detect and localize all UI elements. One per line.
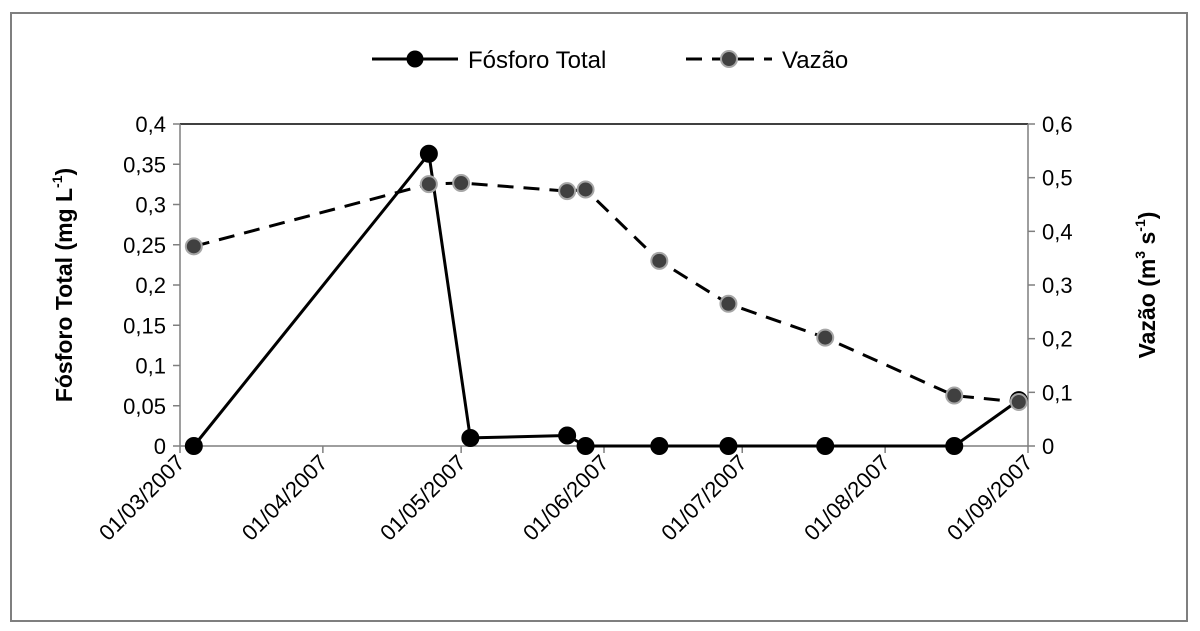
y2-tick-label: 0,5 [1042, 166, 1073, 191]
x-tick-label: 01/06/2007 [518, 450, 614, 546]
x-axis-ticks: 01/03/2007 01/04/2007 01/05/2007 01/06/2007… [94, 446, 1038, 545]
y-tick-label: 0,05 [123, 394, 166, 419]
y2-tick-label: 0,2 [1042, 327, 1073, 352]
legend-marker-fosforo-total [406, 50, 424, 68]
series-vazao [184, 174, 1028, 411]
data-point-vazao [719, 294, 738, 313]
series-line-fosforo-total [192, 152, 1020, 448]
data-point-fosforo-total [650, 437, 669, 455]
legend-label-vazao: Vazão [782, 47, 848, 74]
data-point-vazao [558, 182, 577, 201]
y-tick-label: 0,15 [123, 313, 166, 338]
y2-tick-label: 0,3 [1042, 273, 1073, 298]
data-point-vazao [1009, 392, 1028, 411]
y2-tick-label: 0,4 [1042, 219, 1073, 244]
data-point-fosforo-total [719, 437, 738, 455]
data-point-fosforo-total [461, 428, 480, 447]
legend-marker-vazao [720, 50, 738, 68]
y2-axis-title-superscript-1: 3 [1132, 251, 1148, 259]
y-tick-label: 0 [154, 434, 166, 459]
data-point-fosforo-total [558, 426, 577, 445]
y2-axis-title-superscript-2: -1 [1132, 219, 1148, 232]
data-point-vazao [945, 386, 964, 405]
chart-frame [10, 12, 1188, 622]
y2-tick-label: 0,6 [1042, 112, 1073, 137]
x-tick-label: 01/09/2007 [942, 450, 1038, 546]
data-point-fosforo-total [816, 437, 835, 455]
x-tick-label: 01/08/2007 [799, 450, 895, 546]
data-point-vazao [650, 251, 669, 270]
data-point-fosforo-total [419, 144, 438, 163]
x-tick-label: 01/07/2007 [656, 450, 752, 546]
legend: Fósforo Total Vazão [372, 47, 848, 74]
y-tick-label: 0,3 [135, 193, 166, 218]
data-point-vazao [419, 175, 438, 194]
data-point-vazao [184, 237, 203, 256]
data-point-vazao [452, 174, 471, 193]
series-layer [184, 144, 1028, 455]
series-line-vazao [193, 181, 1019, 404]
x-tick-label: 01/04/2007 [237, 450, 333, 546]
y-tick-label: 0,35 [123, 152, 166, 177]
x-tick-label: 01/03/2007 [94, 450, 190, 546]
y-axis-title-superscript: -1 [49, 175, 65, 188]
data-point-vazao [576, 180, 595, 199]
x-tick-label: 01/05/2007 [375, 450, 471, 546]
y2-tick-label: 0,1 [1042, 380, 1073, 405]
right-axis-ticks: 0 0,1 0,2 0,3 0,4 0,5 0,6 [1028, 112, 1073, 459]
data-point-fosforo-total [184, 437, 203, 455]
y-tick-label: 0,1 [135, 354, 166, 379]
legend-label-fosforo-total: Fósforo Total [468, 47, 606, 74]
y-tick-label: 0,4 [135, 112, 166, 137]
y-axis-title: Fósforo Total (mg L-1) [49, 168, 77, 402]
left-axis-ticks: 0 0,05 0,1 0,15 0,2 0,25 0,3 0,35 0,4 [123, 112, 180, 459]
data-point-fosforo-total [945, 437, 964, 455]
axes [179, 124, 1029, 447]
y2-axis-title: Vazão (m3 s-1) [1132, 212, 1160, 359]
y-tick-label: 0,2 [135, 273, 166, 298]
data-point-vazao [816, 328, 835, 347]
data-point-fosforo-total [576, 437, 595, 455]
series-fosforo-total [184, 144, 1028, 455]
y-tick-label: 0,25 [123, 233, 166, 258]
y2-tick-label: 0 [1042, 434, 1054, 459]
